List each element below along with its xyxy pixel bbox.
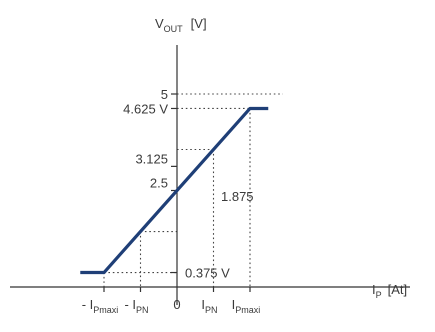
guide-lines — [103, 93, 283, 287]
x-axis-title-sub: P — [376, 290, 382, 300]
x-tick-label-sub: PN — [136, 305, 149, 315]
x-tick-label-main: 0 — [173, 297, 180, 312]
series-line — [80, 106, 269, 275]
x-tick-label: 0 — [173, 297, 180, 312]
y-axis-title: VOUT [V] — [155, 16, 207, 34]
labels: VOUT [V] IP [At] 1.875 54.625 V3.1252.50.3… — [82, 16, 407, 315]
difference-annotation: 1.875 — [221, 189, 254, 204]
y-tick-label: 5 — [161, 87, 168, 102]
x-axis-title-unit: [At] — [388, 282, 408, 297]
y-tick-label: 2.5 — [150, 176, 168, 191]
axes — [10, 45, 410, 305]
x-tick-label: - IPmaxi — [82, 297, 119, 315]
x-axis-title-main: I — [372, 282, 376, 297]
x-tick-label-main: - I — [124, 297, 136, 312]
x-tick-label: IPN — [201, 297, 217, 315]
x-tick-label-main: I — [232, 297, 236, 312]
y-tick-label: 4.625 V — [123, 101, 168, 116]
x-tick-label: IPmaxi — [232, 297, 261, 315]
y-tick-label: 0.375 V — [185, 266, 230, 281]
x-tick-label: - IPN — [124, 297, 148, 315]
series — [80, 106, 269, 275]
y-axis-title-sub: OUT — [164, 24, 184, 34]
x-tick-label-sub: PN — [205, 305, 218, 315]
y-axis-title-main: V — [155, 16, 164, 31]
y-axis-title-unit: [V] — [191, 16, 207, 31]
x-axis-title: IP [At] — [372, 282, 407, 300]
x-tick-label-main: - I — [82, 297, 94, 312]
x-tick-label-main: I — [201, 297, 205, 312]
y-tick-label: 3.125 — [135, 151, 168, 166]
x-tick-label-sub: Pmaxi — [235, 305, 260, 315]
x-tick-label-sub: Pmaxi — [93, 305, 118, 315]
